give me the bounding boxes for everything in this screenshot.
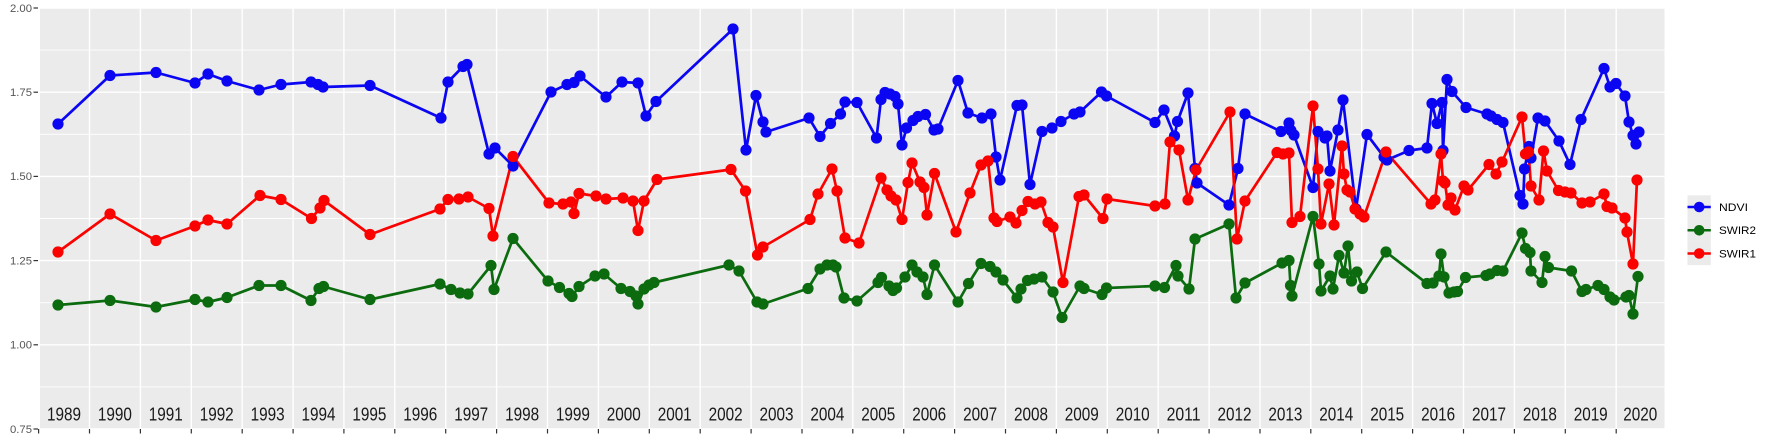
svg-text:1.75: 1.75	[10, 87, 32, 99]
svg-text:2020: 2020	[1623, 405, 1657, 425]
svg-text:1992: 1992	[200, 405, 234, 425]
svg-text:2014: 2014	[1319, 405, 1353, 425]
svg-text:2000: 2000	[607, 405, 641, 425]
svg-text:2010: 2010	[1116, 405, 1150, 425]
svg-text:1995: 1995	[352, 405, 386, 425]
svg-text:2007: 2007	[963, 405, 997, 425]
svg-text:1994: 1994	[302, 405, 336, 425]
svg-text:SWIR1: SWIR1	[1719, 248, 1756, 260]
svg-text:NDVI: NDVI	[1719, 202, 1748, 214]
svg-text:2011: 2011	[1167, 405, 1201, 425]
svg-text:2015: 2015	[1370, 405, 1404, 425]
svg-text:2019: 2019	[1574, 405, 1608, 425]
svg-text:1996: 1996	[403, 405, 437, 425]
svg-text:1997: 1997	[454, 405, 488, 425]
svg-text:2013: 2013	[1268, 405, 1302, 425]
svg-text:2009: 2009	[1065, 405, 1099, 425]
svg-text:2016: 2016	[1421, 405, 1455, 425]
svg-text:1999: 1999	[556, 405, 590, 425]
svg-text:2008: 2008	[1014, 405, 1048, 425]
svg-text:2018: 2018	[1523, 405, 1557, 425]
svg-text:2004: 2004	[810, 405, 844, 425]
svg-text:1.50: 1.50	[10, 171, 32, 183]
svg-text:1991: 1991	[149, 405, 183, 425]
svg-text:2003: 2003	[760, 405, 794, 425]
svg-text:1998: 1998	[505, 405, 539, 425]
svg-text:0.75: 0.75	[10, 424, 32, 436]
svg-text:2017: 2017	[1472, 405, 1506, 425]
svg-text:2005: 2005	[861, 405, 895, 425]
svg-text:1.00: 1.00	[10, 340, 32, 352]
svg-text:2.00: 2.00	[10, 3, 32, 15]
svg-text:1990: 1990	[98, 405, 132, 425]
svg-text:SWIR2: SWIR2	[1719, 225, 1756, 237]
svg-text:2001: 2001	[658, 405, 692, 425]
svg-text:1989: 1989	[47, 405, 81, 425]
svg-text:2012: 2012	[1218, 405, 1252, 425]
svg-text:1993: 1993	[251, 405, 285, 425]
svg-text:1.25: 1.25	[10, 255, 32, 267]
svg-text:2006: 2006	[912, 405, 946, 425]
svg-text:2002: 2002	[709, 405, 743, 425]
